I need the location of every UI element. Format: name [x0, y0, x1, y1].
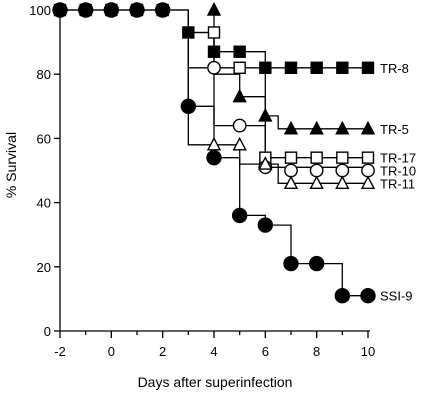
marker-ssi-9	[180, 98, 197, 115]
x-tick-label: -2	[54, 344, 66, 359]
y-tick-label: 0	[44, 324, 51, 339]
y-tick-label: 40	[37, 196, 51, 211]
series-label-tr-8: TR-8	[380, 61, 409, 76]
y-tick-label: 20	[37, 260, 51, 275]
marker-tr-10	[207, 60, 221, 75]
marker-tr-11	[283, 175, 299, 190]
marker-tr-10	[335, 163, 350, 178]
marker-ssi-9	[154, 2, 171, 18]
y-tick-label: 100	[29, 3, 51, 18]
marker-ssi-9	[206, 149, 222, 166]
data-markers	[52, 1, 376, 304]
marker-ssi-9	[103, 2, 120, 18]
x-tick-label: 2	[159, 344, 166, 359]
series-label-tr-17: TR-17	[380, 151, 416, 166]
marker-tr-17	[361, 151, 375, 164]
series-label-ssi-9: SSI-9	[380, 289, 413, 304]
marker-tr-8	[233, 45, 246, 58]
marker-tr-5	[283, 120, 299, 135]
marker-tr-10	[232, 118, 247, 133]
x-tick-label: 10	[361, 344, 375, 359]
marker-tr-10	[284, 163, 298, 178]
marker-tr-11	[232, 136, 247, 151]
marker-tr-5	[258, 107, 273, 122]
x-tick-label: 8	[313, 344, 320, 359]
marker-tr-8	[259, 61, 272, 74]
marker-tr-17	[310, 151, 323, 164]
marker-tr-17	[336, 151, 349, 164]
marker-tr-11	[309, 175, 324, 190]
marker-ssi-9	[360, 287, 376, 304]
marker-tr-17	[233, 61, 246, 74]
marker-tr-17	[284, 151, 298, 164]
x-tick-label: 0	[108, 344, 115, 359]
y-tick-label: 80	[37, 67, 51, 82]
marker-tr-5	[232, 88, 247, 103]
marker-ssi-9	[77, 2, 94, 18]
marker-tr-8	[361, 61, 375, 74]
marker-tr-8	[284, 61, 298, 74]
marker-ssi-9	[52, 2, 68, 18]
series-label-tr-10: TR-10	[380, 164, 416, 179]
marker-ssi-9	[257, 217, 274, 233]
marker-tr-17	[207, 26, 221, 39]
marker-tr-8	[336, 61, 349, 74]
series-label-tr-5: TR-5	[380, 122, 409, 137]
marker-tr-11	[360, 175, 376, 190]
marker-tr-10	[309, 163, 324, 178]
marker-ssi-9	[308, 255, 325, 272]
x-axis-title: Days after superinfection	[138, 374, 293, 390]
marker-ssi-9	[231, 207, 248, 224]
x-tick-label: 4	[210, 344, 217, 359]
marker-tr-5	[206, 1, 222, 16]
marker-tr-8	[207, 45, 221, 58]
marker-ssi-9	[334, 287, 351, 304]
y-axis-title: % Survival	[3, 132, 19, 198]
marker-tr-11	[335, 175, 350, 190]
y-tick-label: 60	[37, 131, 51, 146]
marker-tr-5	[360, 120, 376, 135]
marker-tr-11	[258, 156, 273, 170]
marker-tr-5	[309, 120, 324, 135]
marker-tr-10	[361, 163, 375, 178]
marker-ssi-9	[283, 255, 299, 272]
marker-ssi-9	[129, 2, 145, 18]
marker-tr-11	[206, 136, 222, 151]
series-label-tr-11: TR-11	[380, 176, 415, 191]
marker-tr-8	[310, 61, 323, 74]
x-tick-label: 6	[262, 344, 269, 359]
marker-tr-8	[182, 26, 195, 39]
marker-tr-5	[335, 120, 350, 135]
